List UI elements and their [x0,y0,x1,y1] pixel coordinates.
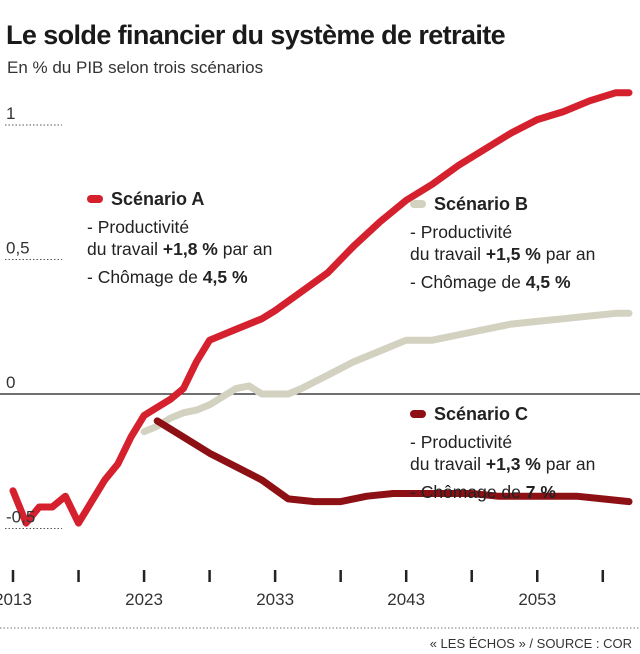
y-tick-label: 0,5 [6,239,30,258]
legend-c-line2: du travail +1,3 % par an [410,454,596,474]
y-tick-label: 0 [6,373,15,392]
legend-a-line2: du travail +1,8 % par an [87,239,273,259]
page-title: Le solde financier du système de retrait… [6,20,506,50]
legend-scenario-a: Scénario A - Productivité du travail +1,… [87,188,272,288]
legend-c-line3: - Chômage de 7 % [410,482,556,502]
legend-scenario-b: Scénario B - Productivité du travail +1,… [410,193,595,293]
grid-layer [0,124,640,529]
x-tick-label: 2023 [125,590,163,609]
series-historical-line [9,385,187,527]
legend-b-line3: - Chômage de 4,5 % [410,272,571,292]
y-tick-label: -0,5 [6,508,35,527]
legend-b-name: Scénario B [434,194,529,214]
legend-a-name: Scénario A [111,189,205,209]
legend-b-line2: du travail +1,5 % par an [410,244,596,264]
y-tick-label: 1 [6,104,15,123]
axis-layer: 1 0,5 0 -0,5 2013 2023 2033 2043 2053 [0,104,640,629]
x-tick-label: 2013 [0,590,32,609]
legend-swatch-c [410,410,426,418]
page-subtitle: En % du PIB selon trois scénarios [7,58,264,77]
series-layer [9,89,633,527]
legend-swatch-b [410,200,426,208]
legend-swatch-a [87,195,103,203]
x-tick-label: 2043 [387,590,425,609]
legend-scenario-c: Scénario C - Productivité du travail +1,… [410,403,595,503]
x-tick-label: 2053 [518,590,556,609]
source-credit: « LES ÉCHOS » / SOURCE : COR [429,636,632,651]
legend-a-line1: - Productivité [87,217,190,237]
legend-c-line1: - Productivité [410,432,513,452]
legend-c-name: Scénario C [434,404,529,424]
x-tick-label: 2033 [256,590,294,609]
legend-b-line1: - Productivité [410,222,513,242]
series-line-b [140,309,633,436]
series-line-c [153,417,633,506]
legend-a-line3: - Chômage de 4,5 % [87,267,248,287]
series-line-a [179,89,633,393]
